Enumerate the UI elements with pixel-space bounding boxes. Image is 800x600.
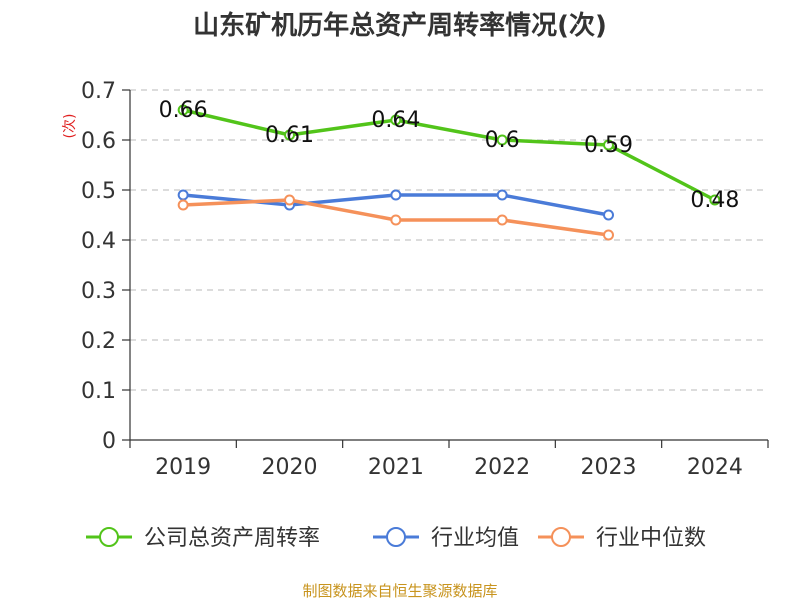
- data-point: [496, 189, 508, 201]
- data-point: [284, 129, 295, 141]
- y-tick-label: 0.2: [81, 329, 116, 354]
- y-tick-label: 0: [102, 429, 116, 454]
- x-tick-label: 2019: [155, 455, 211, 480]
- legend-marker: [551, 527, 571, 547]
- y-tick-label: 0.7: [81, 79, 116, 104]
- data-point: [390, 214, 402, 226]
- data-label: 0.59: [584, 133, 633, 158]
- legend-marker: [386, 527, 406, 547]
- data-point: [603, 139, 614, 151]
- data-point: [390, 114, 402, 126]
- axes: 0 0.1 0.2 0.3 0.4 0.5 0.6 0.7 2019 2020 2021 2022 20…: [81, 79, 769, 480]
- x-tick-label: 2023: [581, 455, 637, 480]
- y-tick-label: 0.6: [81, 129, 116, 154]
- data-point: [496, 134, 508, 146]
- y-tick-label: 0.3: [81, 279, 116, 304]
- x-tick-label: 2020: [262, 455, 318, 480]
- y-tick-label: 0.4: [81, 229, 116, 254]
- series-line: [181, 108, 717, 202]
- data-label: 0.6: [485, 128, 520, 153]
- data-label: 0.48: [690, 188, 739, 213]
- legend-label: 公司总资产周转率: [144, 526, 320, 551]
- data-labels: 0.66 0.61 0.64 0.6 0.59 0.48: [159, 98, 740, 213]
- legend-label: 行业均值: [431, 526, 519, 551]
- data-label: 0.61: [265, 123, 314, 148]
- legend-label: 行业中位数: [596, 526, 706, 551]
- data-point: [390, 189, 402, 201]
- source-note: 制图数据来自恒生聚源数据库: [302, 582, 497, 600]
- data-label: 0.64: [371, 108, 420, 133]
- y-axis-unit: (次): [62, 114, 78, 139]
- x-tick-label: 2024: [687, 455, 743, 480]
- x-tick-label: 2021: [368, 455, 424, 480]
- data-point: [284, 194, 295, 206]
- data-label: 0.66: [159, 98, 208, 123]
- legend-marker: [99, 527, 119, 547]
- data-point: [709, 194, 721, 206]
- data-point: [177, 199, 189, 211]
- data-point: [177, 189, 189, 201]
- data-point: [603, 209, 614, 221]
- y-tick-label: 0.5: [81, 179, 116, 204]
- data-point: [177, 104, 189, 116]
- series-group: [177, 104, 721, 241]
- legend: 公司总资产周转率 行业均值 行业中位数: [86, 526, 706, 551]
- x-tick-label: 2022: [474, 455, 530, 480]
- data-point: [603, 229, 614, 241]
- chart-title: 山东矿机历年总资产周转率情况(次): [193, 10, 607, 41]
- grid-lines: [130, 89, 768, 391]
- data-point: [496, 214, 508, 226]
- y-tick-label: 0.1: [81, 379, 116, 404]
